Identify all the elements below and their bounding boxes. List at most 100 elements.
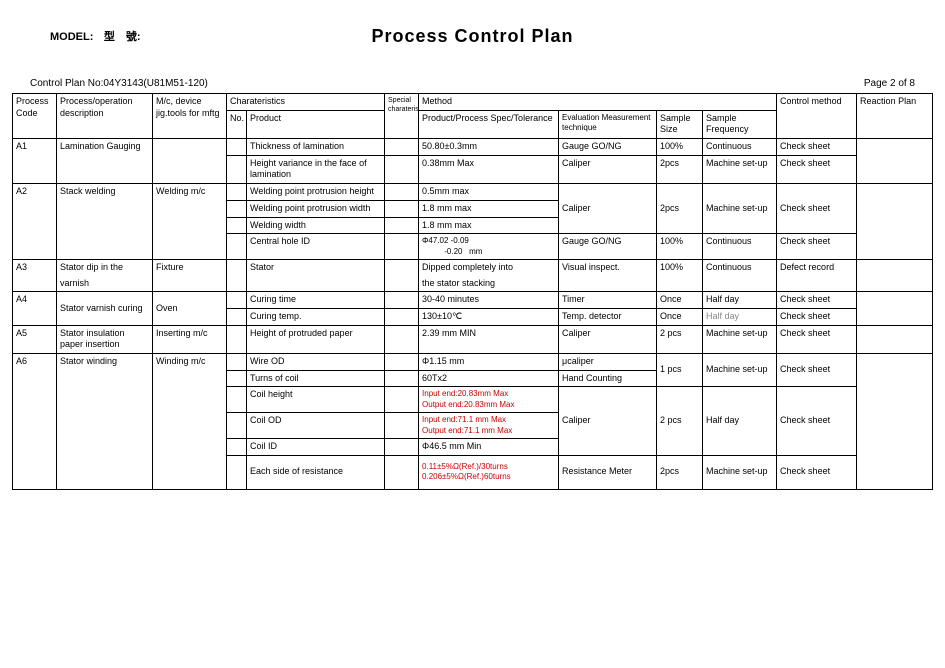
cell-freq: Continuous	[703, 139, 777, 156]
cell-code: A6	[13, 354, 57, 490]
cell-eval: Caliper	[559, 325, 657, 353]
cell-product: Each side of resistance	[247, 455, 385, 489]
cell-mc: Oven	[153, 292, 227, 325]
page-number: Page 2 of 8	[864, 78, 915, 89]
table-row: A2 Stack welding Welding m/c Welding poi…	[13, 184, 933, 201]
cell-tol: 30-40 minutes	[419, 292, 559, 309]
cell-freq: Machine set-up	[703, 184, 777, 234]
cell-ctrl: Check sheet	[777, 309, 857, 326]
cell-reaction	[857, 354, 933, 490]
cell-special	[385, 455, 419, 489]
cell-eval: Gauge GO/NG	[559, 139, 657, 156]
page-title: Process Control Plan	[0, 26, 945, 47]
cell-reaction	[857, 325, 933, 353]
cell-reaction	[857, 292, 933, 325]
cell-product: Curing time	[247, 292, 385, 309]
cell-mc: Fixture	[153, 259, 227, 291]
cell-size: Once	[657, 292, 703, 309]
cell-product: Height of protruded paper	[247, 325, 385, 353]
cell-ctrl: Check sheet	[777, 155, 857, 183]
cell-freq: Machine set-up	[703, 155, 777, 183]
cell-freq: Machine set-up	[703, 325, 777, 353]
cell-size: Once	[657, 309, 703, 326]
table-row: A5 Stator insulation paper insertion Ins…	[13, 325, 933, 353]
cell-tol: 1.8 mm max	[419, 200, 559, 217]
col-special: Special charateristic.	[385, 94, 419, 139]
cell-desc: Stator winding	[57, 354, 153, 490]
cell-special	[385, 370, 419, 387]
cell-eval: μcaliper	[559, 354, 657, 371]
cell-freq: Continuous	[703, 234, 777, 260]
cell-no	[227, 155, 247, 183]
cell-desc: Stack welding	[57, 184, 153, 260]
cell-no	[227, 325, 247, 353]
cell-product: Thickness of lamination	[247, 139, 385, 156]
col-no: No.	[227, 110, 247, 138]
cell-special	[385, 155, 419, 183]
cell-reaction	[857, 259, 933, 291]
cell-product: Wire OD	[247, 354, 385, 371]
cell-tol: Input end:71.1 mm Max Output end:71.1 mm…	[419, 413, 559, 439]
col-process-code: Process Code	[13, 94, 57, 139]
cell-freq: Machine set-up	[703, 455, 777, 489]
cell-size: 2pcs	[657, 455, 703, 489]
cell-ctrl: Check sheet	[777, 387, 857, 455]
cell-code: A4	[13, 292, 57, 325]
cell-special	[385, 387, 419, 413]
cell-size: 2pcs	[657, 184, 703, 234]
cell-reaction	[857, 184, 933, 260]
cell-special	[385, 184, 419, 201]
col-product: Product	[247, 110, 385, 138]
cell-tol: Input end:20.83mm Max Output end:20.83mm…	[419, 387, 559, 413]
cell-no	[227, 184, 247, 201]
cell-mc: Welding m/c	[153, 184, 227, 260]
cell-size: 100%	[657, 259, 703, 291]
cell-no	[227, 309, 247, 326]
cell-special	[385, 354, 419, 371]
cell-product: Coil OD	[247, 413, 385, 439]
cell-tol: 0.38mm Max	[419, 155, 559, 183]
cell-ctrl: Check sheet	[777, 139, 857, 156]
cell-tol: 2.39 mm MIN	[419, 325, 559, 353]
cell-product: Coil height	[247, 387, 385, 413]
col-reaction-plan: Reaction Plan	[857, 94, 933, 139]
cell-product: Welding width	[247, 217, 385, 234]
cell-special	[385, 292, 419, 309]
cell-product: Turns of coil	[247, 370, 385, 387]
col-eval: Evaluation Measurement technique	[559, 110, 657, 138]
cell-freq: Continuous	[703, 259, 777, 291]
cell-product: Coil ID	[247, 439, 385, 456]
cell-no	[227, 217, 247, 234]
cell-special	[385, 200, 419, 217]
header-region: MODEL: 型 號: Process Control Plan Control…	[0, 0, 945, 93]
cell-mc: Winding m/c	[153, 354, 227, 490]
cell-product: Welding point protrusion width	[247, 200, 385, 217]
cell-no	[227, 234, 247, 260]
cell-special	[385, 217, 419, 234]
cell-freq: Half day	[703, 387, 777, 455]
cell-special	[385, 439, 419, 456]
cell-desc: Stator dip in the	[57, 259, 153, 275]
col-sample-size: Sample Size	[657, 110, 703, 138]
col-mc: M/c, device jig.tools for mftg	[153, 94, 227, 139]
cell-ctrl: Check sheet	[777, 354, 857, 387]
cell-ctrl: Defect record	[777, 259, 857, 291]
cell-reaction	[857, 139, 933, 184]
cell-eval: Hand Counting	[559, 370, 657, 387]
table-row: A1 Lamination Gauging Thickness of lamin…	[13, 139, 933, 156]
cell-desc: Stator varnish curing	[57, 292, 153, 325]
cell-eval: Gauge GO/NG	[559, 234, 657, 260]
cell-ctrl: Check sheet	[777, 292, 857, 309]
subheader-row: Control Plan No:04Y3143(U81M51-120) Page…	[18, 44, 927, 93]
cell-ctrl: Check sheet	[777, 325, 857, 353]
cell-eval: Caliper	[559, 155, 657, 183]
cell-product: Welding point protrusion height	[247, 184, 385, 201]
cell-eval: Timer	[559, 292, 657, 309]
cell-freq: Half day	[703, 309, 777, 326]
cell-code: A2	[13, 184, 57, 260]
table-header-row-1: Process Code Process/operation descripti…	[13, 94, 933, 111]
cell-tol: 130±10℃	[419, 309, 559, 326]
cell-size: 100%	[657, 139, 703, 156]
cell-mc	[153, 139, 227, 184]
cell-desc: Lamination Gauging	[57, 139, 153, 184]
